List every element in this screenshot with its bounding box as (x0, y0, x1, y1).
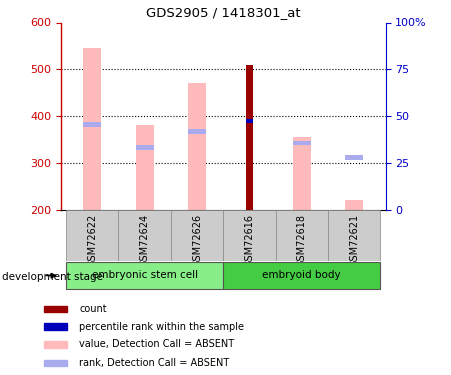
Bar (171, 210, 223, 261)
Text: development stage: development stage (2, 272, 103, 282)
Text: embryoid body: embryoid body (262, 270, 341, 280)
Bar (83, 48, 101, 210)
Text: GSM72626: GSM72626 (192, 214, 202, 267)
Text: value, Detection Call = ABSENT: value, Detection Call = ABSENT (79, 339, 234, 350)
Bar (119, 210, 171, 261)
Text: GSM72624: GSM72624 (140, 214, 150, 267)
Bar (188, 82, 206, 210)
Bar (276, 210, 328, 261)
Bar (188, 129, 206, 134)
Bar (246, 118, 253, 123)
Bar (246, 64, 253, 210)
Bar (44, 341, 67, 348)
Text: percentile rank within the sample: percentile rank within the sample (79, 322, 244, 332)
Bar (293, 141, 311, 146)
Text: embryonic stem cell: embryonic stem cell (92, 270, 198, 280)
Bar (83, 122, 101, 127)
Text: count: count (79, 304, 107, 314)
Text: rank, Detection Call = ABSENT: rank, Detection Call = ABSENT (79, 358, 230, 368)
Bar (328, 210, 380, 261)
Bar (44, 323, 67, 330)
Text: GSM72618: GSM72618 (297, 214, 307, 267)
Bar (44, 360, 67, 366)
Bar (293, 137, 311, 210)
Bar (44, 306, 67, 312)
Bar (135, 124, 154, 210)
Bar (223, 210, 276, 261)
Text: GSM72622: GSM72622 (87, 214, 97, 267)
Text: GSM72621: GSM72621 (349, 214, 359, 267)
Text: GSM72616: GSM72616 (244, 214, 254, 267)
Bar (135, 146, 154, 150)
Bar (66, 210, 119, 261)
Title: GDS2905 / 1418301_at: GDS2905 / 1418301_at (146, 6, 300, 18)
Bar (345, 200, 364, 210)
Bar (66, 262, 223, 289)
Bar (345, 155, 364, 160)
Bar (223, 262, 380, 289)
